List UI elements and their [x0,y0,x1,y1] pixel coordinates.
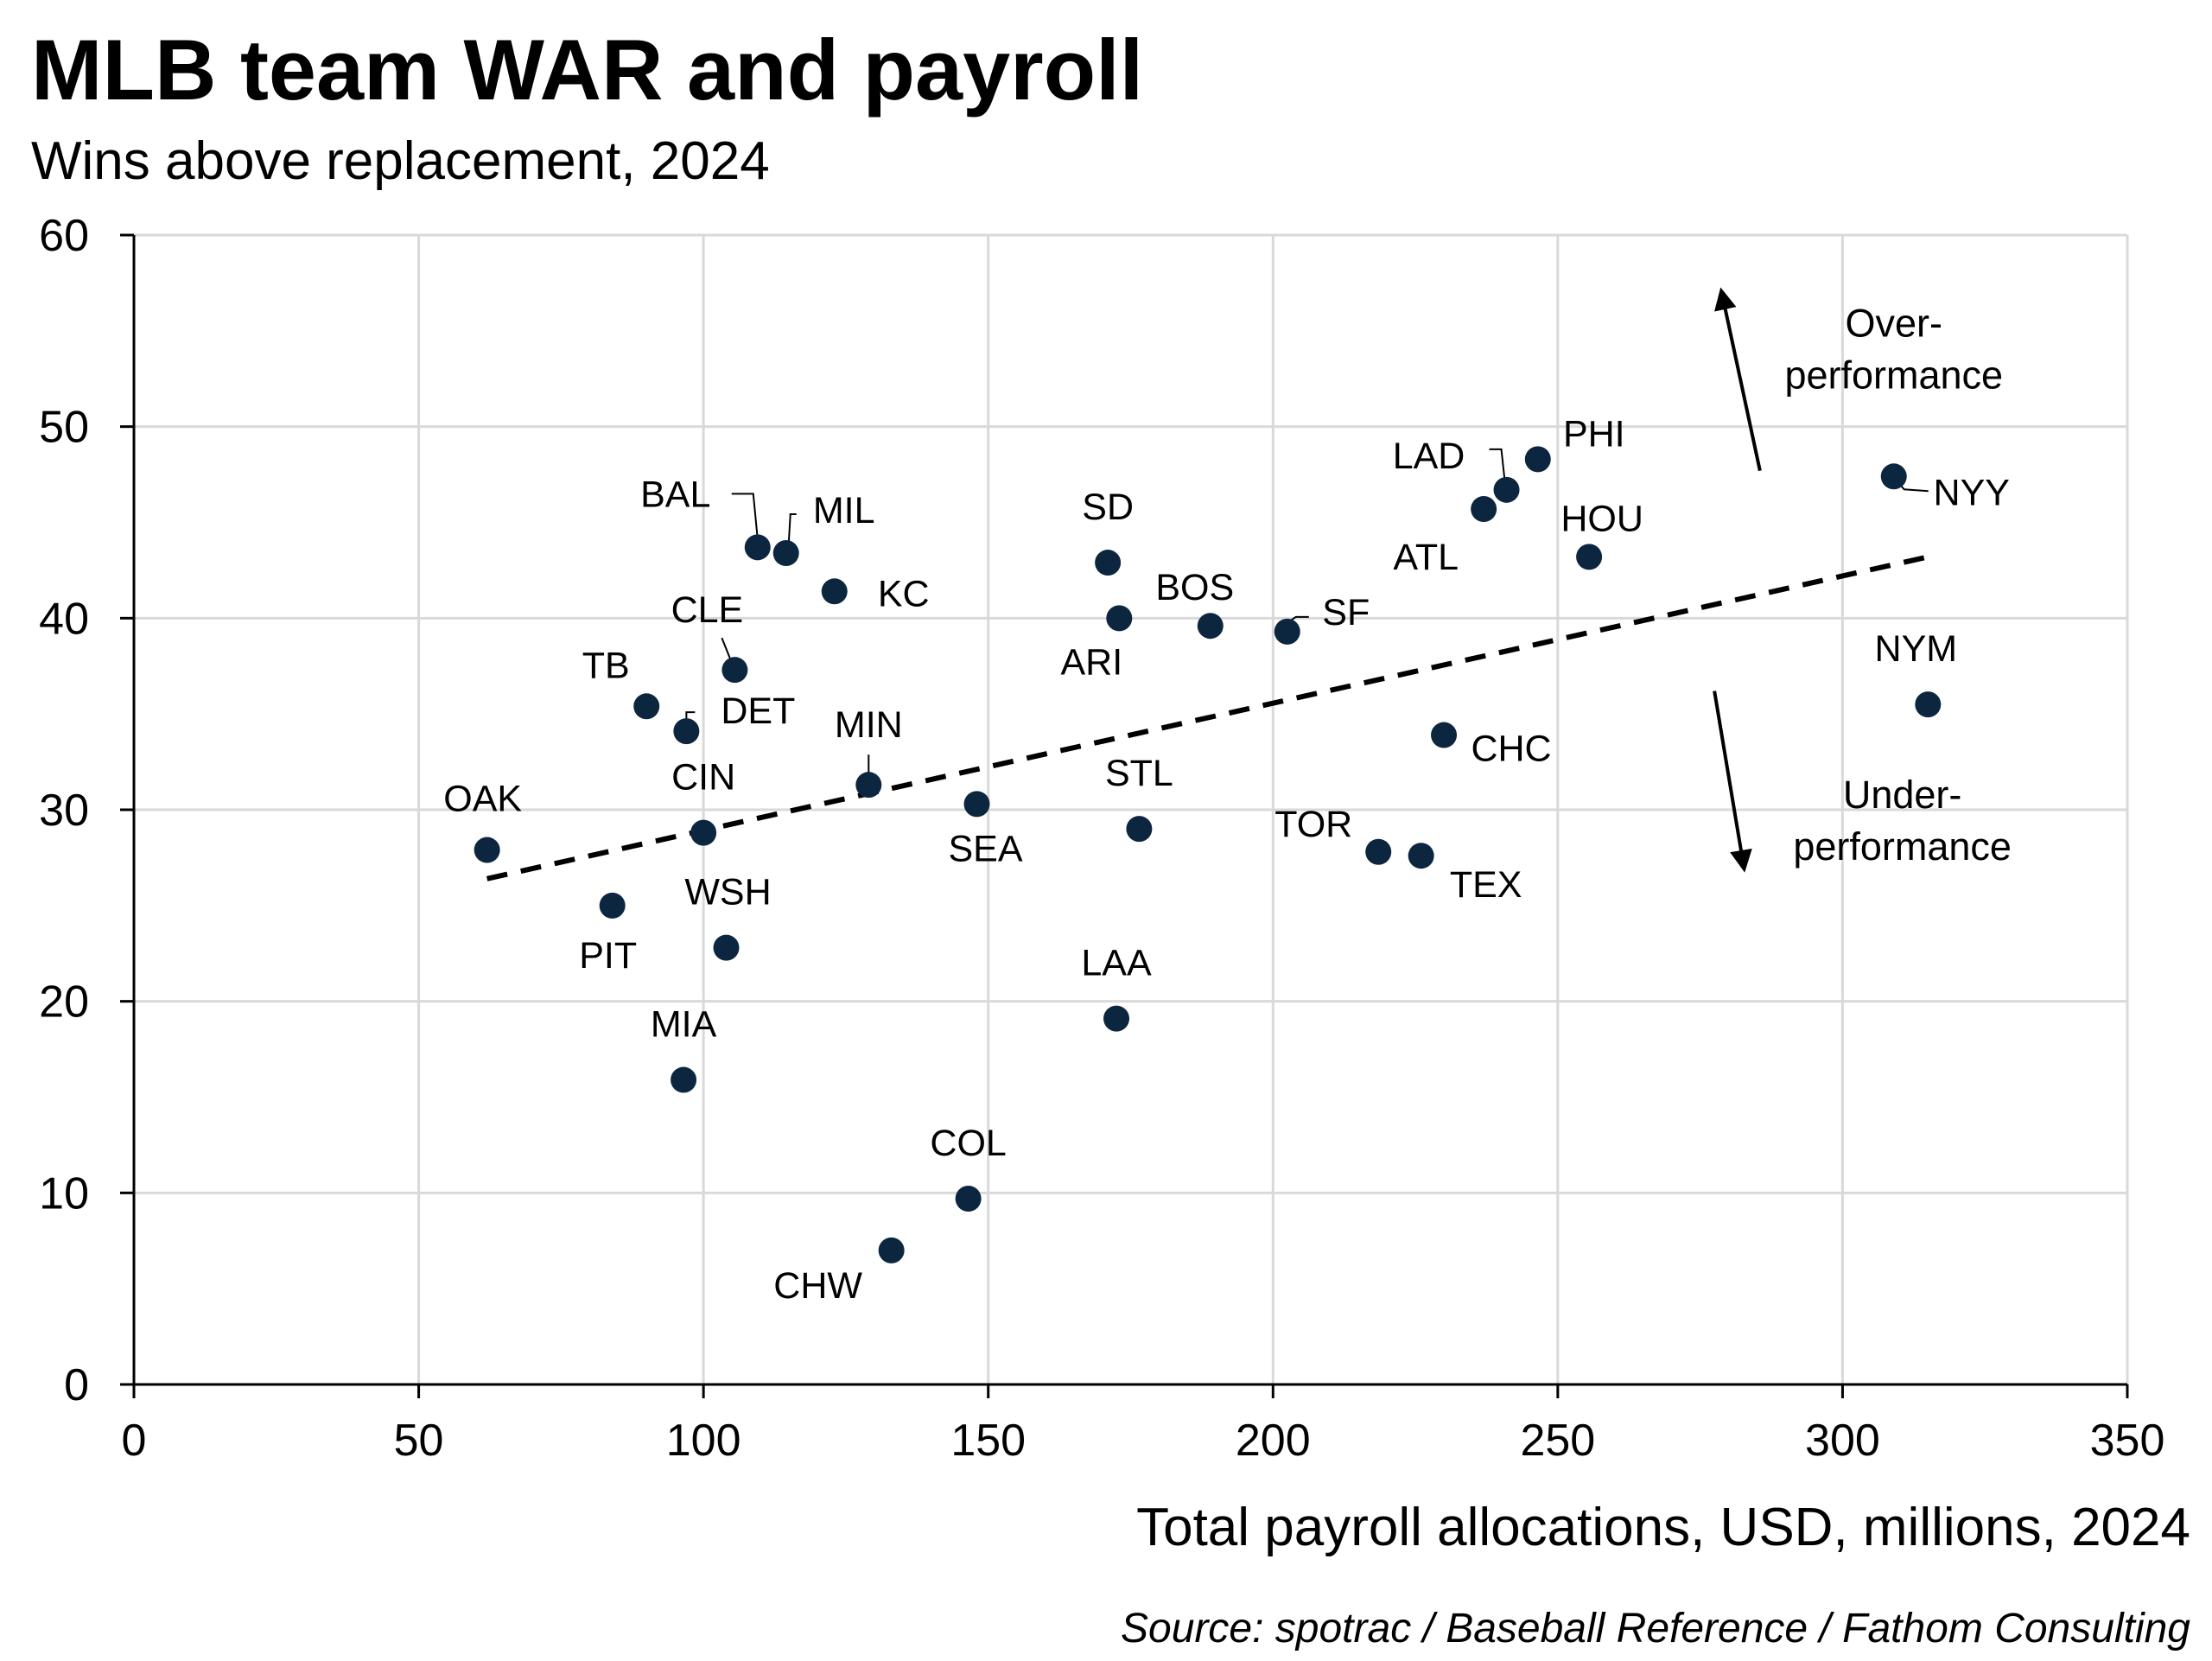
leader-line-cle [721,637,732,660]
annotation-line: Over- [1846,301,1943,345]
point-kc [821,578,848,605]
point-pit [599,892,626,919]
point-label-hou: HOU [1560,498,1643,539]
point-label-tb: TB [582,645,630,686]
arrow-up-icon [1714,287,1762,472]
point-oak [474,837,500,863]
point-stl [1126,816,1153,843]
point-label-stl: STL [1105,753,1173,794]
point-label-sd: SD [1082,487,1134,528]
point-label-ari: ARI [1060,641,1122,683]
point-label-nyy: NYY [1934,472,2010,513]
point-label-cle: CLE [671,589,744,631]
point-label-sf: SF [1322,592,1370,633]
point-laa [1103,1005,1130,1032]
point-label-col: COL [930,1123,1006,1164]
x-tick-label: 200 [1236,1416,1311,1466]
x-tick-label: 100 [666,1416,741,1466]
x-tick-label: 350 [2090,1416,2165,1466]
annotation-line: Under- [1843,773,1962,817]
point-cin [690,819,717,846]
annotation-line: performance [1793,824,2012,869]
leader-line-mil [787,512,797,545]
annotations: Over-performance Under-performance [1713,287,2012,873]
point-label-phi: PHI [1563,413,1625,455]
point-chc [1431,722,1458,748]
x-tick-label: 50 [394,1416,444,1466]
point-label-bal: BAL [640,474,710,515]
y-tick-label: 30 [39,786,89,836]
point-label-nym: NYM [1875,628,1958,670]
point-ari [1106,605,1133,632]
point-label-tor: TOR [1274,804,1352,845]
leader-line-bal [731,493,759,539]
point-mia [671,1066,697,1093]
point-label-atl: ATL [1393,537,1459,578]
point-nym [1915,691,1942,718]
point-label-mia: MIA [651,1004,717,1046]
point-label-cin: CIN [671,757,735,799]
y-tick-label: 20 [39,977,89,1028]
arrow-down-icon [1713,690,1752,873]
point-label-sea: SEA [949,828,1023,869]
point-lad [1493,476,1520,503]
point-label-laa: LAA [1081,943,1152,984]
point-atl [1471,495,1497,522]
point-label-pit: PIT [579,935,637,977]
point-label-oak: OAK [443,779,522,820]
chart-subtitle: Wins above replacement, 2024 [31,131,770,191]
chart-title: MLB team WAR and payroll [31,22,1143,118]
y-tick-label: 50 [39,403,89,453]
point-nyy [1880,463,1907,490]
x-tick-label: 250 [1520,1416,1595,1466]
y-tick-label: 10 [39,1168,89,1219]
point-label-bos: BOS [1155,567,1234,608]
point-label-chc: CHC [1471,729,1551,770]
trendline [486,554,1929,881]
point-label-mil: MIL [813,490,875,531]
x-tick-label: 150 [950,1416,1026,1466]
point-cle [721,657,748,684]
point-label-kc: KC [878,573,930,614]
y-tick-label: 40 [39,594,89,644]
trendline-group [486,554,1929,881]
point-label-min: MIN [835,704,903,746]
point-sea [963,791,990,818]
point-mil [772,539,799,566]
point-min [855,772,882,799]
point-label-chw: CHW [773,1265,862,1307]
x-axis-label: Total payroll allocations, USD, millions… [1136,1498,2190,1557]
point-bal [744,534,771,561]
tick-labels: 0 10 20 30 40 50 60 0 50 100 150 200 250 300 350 [39,211,2164,1466]
point-labels: OAK PIT TB MIA DET CIN WSH CLE BAL MIL KC MIN CHW COL… [443,413,2010,1306]
x-tick-label: 300 [1805,1416,1880,1466]
point-label-tex: TEX [1450,864,1522,906]
y-tick-label: 0 [64,1360,89,1410]
point-sd [1095,550,1122,576]
point-chw [878,1237,905,1263]
gridlines [134,233,2129,1384]
leader-line-lad [1489,448,1506,481]
point-label-lad: LAD [1393,436,1465,477]
x-tick-label: 0 [122,1416,147,1466]
point-bos [1197,613,1224,640]
point-tb [633,693,660,720]
point-det [673,718,700,745]
annotation-line: performance [1784,353,2003,397]
point-sf [1274,618,1300,645]
point-hou [1576,544,1603,570]
y-tick-label: 60 [39,211,89,261]
point-phi [1524,446,1551,473]
point-label-det: DET [721,690,795,732]
source-note: Source: spotrac / Baseball Reference / F… [1121,1606,2190,1651]
point-label-wsh: WSH [684,872,771,913]
axes [120,233,2129,1398]
point-col [955,1185,982,1212]
point-wsh [713,934,740,961]
point-tor [1365,838,1392,865]
point-tex [1408,843,1434,869]
data-points [474,446,1942,1263]
